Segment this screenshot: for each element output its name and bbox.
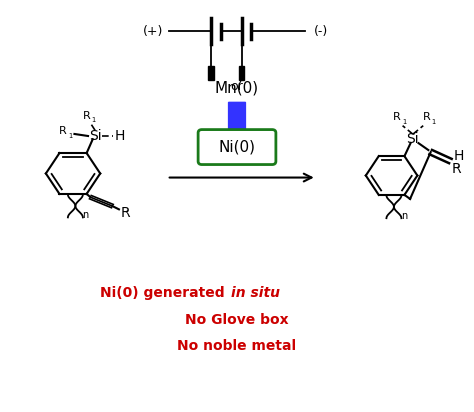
Text: $_1$: $_1$ xyxy=(91,115,97,125)
Text: R: R xyxy=(83,111,91,121)
Text: H: H xyxy=(115,129,125,143)
Text: (+): (+) xyxy=(143,25,163,38)
Text: or: or xyxy=(231,80,243,93)
Text: R: R xyxy=(392,112,401,122)
Bar xyxy=(239,66,245,80)
Text: No noble metal: No noble metal xyxy=(177,339,297,353)
Text: No Glove box: No Glove box xyxy=(185,313,289,327)
Text: Ni(0): Ni(0) xyxy=(219,140,255,154)
Text: $_1$: $_1$ xyxy=(431,117,437,127)
Text: Mn(0): Mn(0) xyxy=(215,81,259,96)
Text: Si: Si xyxy=(89,129,101,143)
Text: H: H xyxy=(454,149,464,163)
FancyBboxPatch shape xyxy=(198,130,276,164)
Text: n: n xyxy=(401,211,408,221)
Text: in situ: in situ xyxy=(231,286,281,300)
Text: R: R xyxy=(58,126,66,136)
Text: (-): (-) xyxy=(314,25,328,38)
Text: Ni(0) generated: Ni(0) generated xyxy=(100,286,230,300)
Polygon shape xyxy=(220,102,254,143)
Text: R: R xyxy=(423,112,431,122)
Bar xyxy=(209,66,214,80)
Text: $_1$: $_1$ xyxy=(402,117,408,127)
Text: R: R xyxy=(451,162,461,176)
Text: Si: Si xyxy=(407,132,419,146)
Text: n: n xyxy=(82,211,88,220)
Text: $_1$: $_1$ xyxy=(68,131,73,141)
Text: R: R xyxy=(120,206,130,220)
